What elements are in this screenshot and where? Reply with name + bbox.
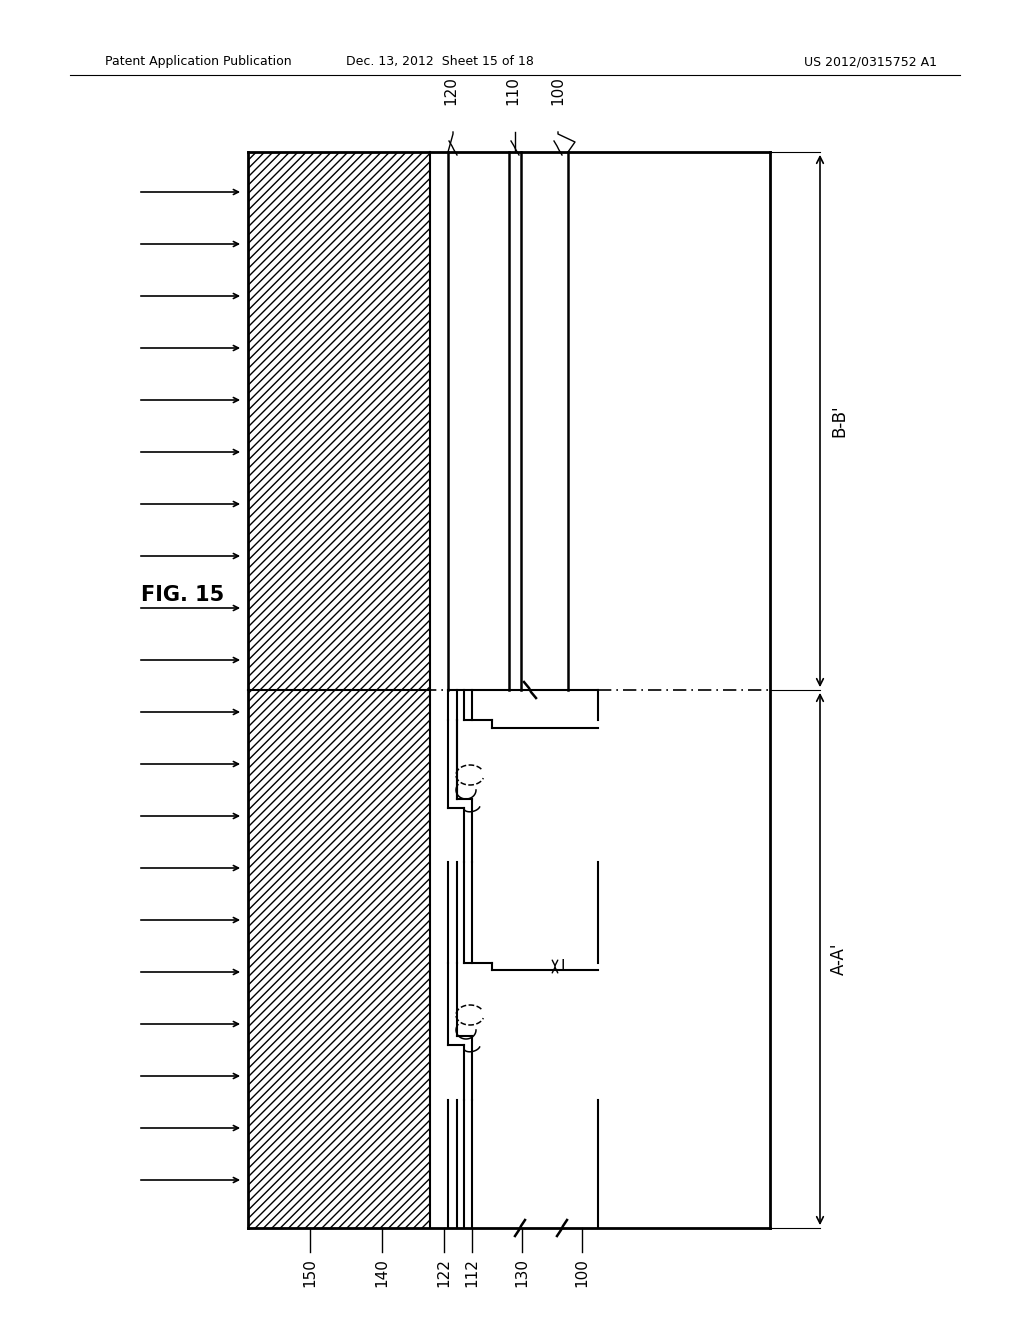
Bar	[248, 690, 430, 1228]
Text: 120: 120	[443, 77, 459, 106]
Text: 130: 130	[514, 1258, 529, 1287]
Text: 122: 122	[436, 1258, 452, 1287]
Text: Dec. 13, 2012  Sheet 15 of 18: Dec. 13, 2012 Sheet 15 of 18	[346, 55, 534, 69]
Bar	[248, 152, 430, 690]
Text: FIG. 15: FIG. 15	[141, 585, 224, 605]
Text: B-B': B-B'	[830, 405, 848, 437]
Text: 100: 100	[551, 77, 565, 106]
Text: 100: 100	[574, 1258, 590, 1287]
Text: L: L	[561, 960, 569, 974]
Text: Patent Application Publication: Patent Application Publication	[105, 55, 292, 69]
Text: US 2012/0315752 A1: US 2012/0315752 A1	[804, 55, 937, 69]
Text: 110: 110	[506, 77, 520, 106]
Text: A-A': A-A'	[830, 942, 848, 975]
Bar	[430, 690, 770, 1228]
Text: 150: 150	[302, 1258, 317, 1287]
Text: 140: 140	[375, 1258, 389, 1287]
Text: 112: 112	[465, 1258, 479, 1287]
